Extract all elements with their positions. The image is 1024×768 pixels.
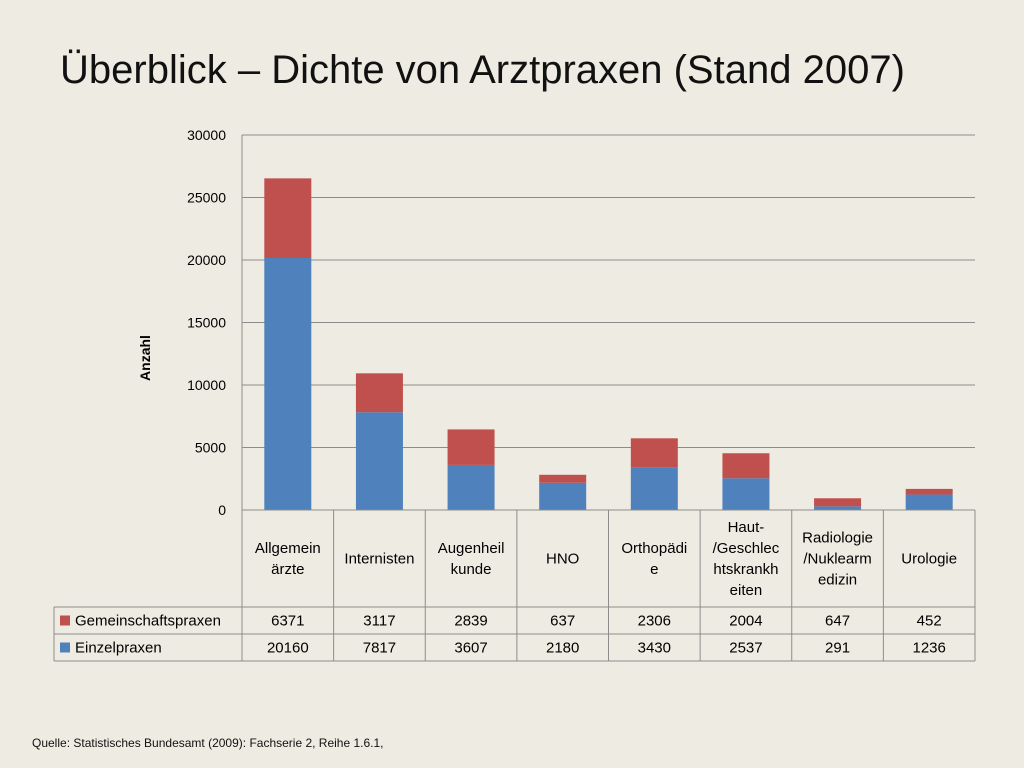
y-axis-label: Anzahl: [137, 335, 153, 381]
data-label: 2004: [729, 613, 762, 630]
data-label: 2839: [454, 613, 487, 630]
y-tick-label: 5000: [195, 440, 226, 456]
bar-gemeinschaftspraxen: [814, 498, 862, 507]
bar-gemeinschaftspraxen: [630, 438, 678, 468]
data-label: 20160: [267, 640, 309, 657]
bar-gemeinschaftspraxen: [905, 488, 953, 495]
data-label: 291: [825, 640, 850, 657]
bar-gemeinschaftspraxen: [264, 178, 312, 258]
bar-einzelpraxen: [447, 464, 495, 510]
data-label: 3607: [454, 640, 487, 657]
bar-einzelpraxen: [355, 412, 403, 510]
y-tick-label: 20000: [187, 252, 226, 268]
x-category-label: Allgemein ärzte: [255, 540, 321, 578]
slide-title: Überblick – Dichte von Arztpraxen (Stand…: [60, 48, 905, 92]
data-label: 3430: [638, 640, 671, 657]
data-label: 3117: [363, 613, 395, 630]
data-label: 2306: [638, 613, 671, 630]
x-category-label: Internisten: [344, 551, 414, 568]
x-category-label: Urologie: [901, 551, 957, 568]
y-tick-label: 30000: [187, 127, 226, 143]
y-tick-label: 25000: [187, 190, 226, 206]
bar-gemeinschaftspraxen: [722, 453, 770, 479]
data-label: 637: [550, 613, 575, 630]
data-label: 2537: [729, 640, 762, 657]
bar-einzelpraxen: [630, 467, 678, 510]
data-label: 6371: [271, 613, 304, 630]
bars: [264, 178, 953, 510]
data-label: 452: [917, 613, 942, 630]
legend-key: [60, 642, 70, 653]
legend-label: Einzelpraxen: [75, 640, 162, 657]
y-tick-label: 15000: [187, 315, 226, 331]
y-tick-labels: 0 5000 10000 15000 20000 25000 30000: [187, 127, 226, 518]
x-category-label: Orthopädi e: [621, 540, 687, 578]
y-tick-label: 10000: [187, 377, 226, 393]
bar-einzelpraxen: [905, 494, 953, 510]
bar-einzelpraxen: [264, 258, 312, 510]
gridlines: [241, 134, 975, 511]
data-label: 2180: [546, 640, 579, 657]
data-label: 1236: [913, 640, 946, 657]
bar-gemeinschaftspraxen: [539, 474, 587, 483]
legend-key: [60, 615, 70, 626]
bar-gemeinschaftspraxen: [355, 373, 403, 413]
data-label: 647: [825, 613, 850, 630]
y-tick-label: 0: [218, 502, 226, 518]
bar-einzelpraxen: [814, 506, 862, 510]
bar-einzelpraxen: [539, 482, 587, 510]
bar-einzelpraxen: [722, 478, 770, 510]
bar-gemeinschaftspraxen: [447, 429, 495, 465]
x-category-label: Augenheil kunde: [438, 540, 505, 578]
x-category-label: Haut-/Geschlec htskrankh eiten: [713, 519, 780, 599]
x-category-label: Radiologie/Nuklearm edizin: [802, 530, 873, 589]
x-category-label: HNO: [546, 551, 579, 568]
data-label: 7817: [363, 640, 396, 657]
legend-label: Gemeinschaftspraxen: [75, 613, 221, 630]
data-table: Allgemein ärzte Internisten Augenheil kunde H…: [53, 509, 976, 662]
source-note: Quelle: Statistisches Bundesamt (2009): …: [32, 736, 384, 750]
